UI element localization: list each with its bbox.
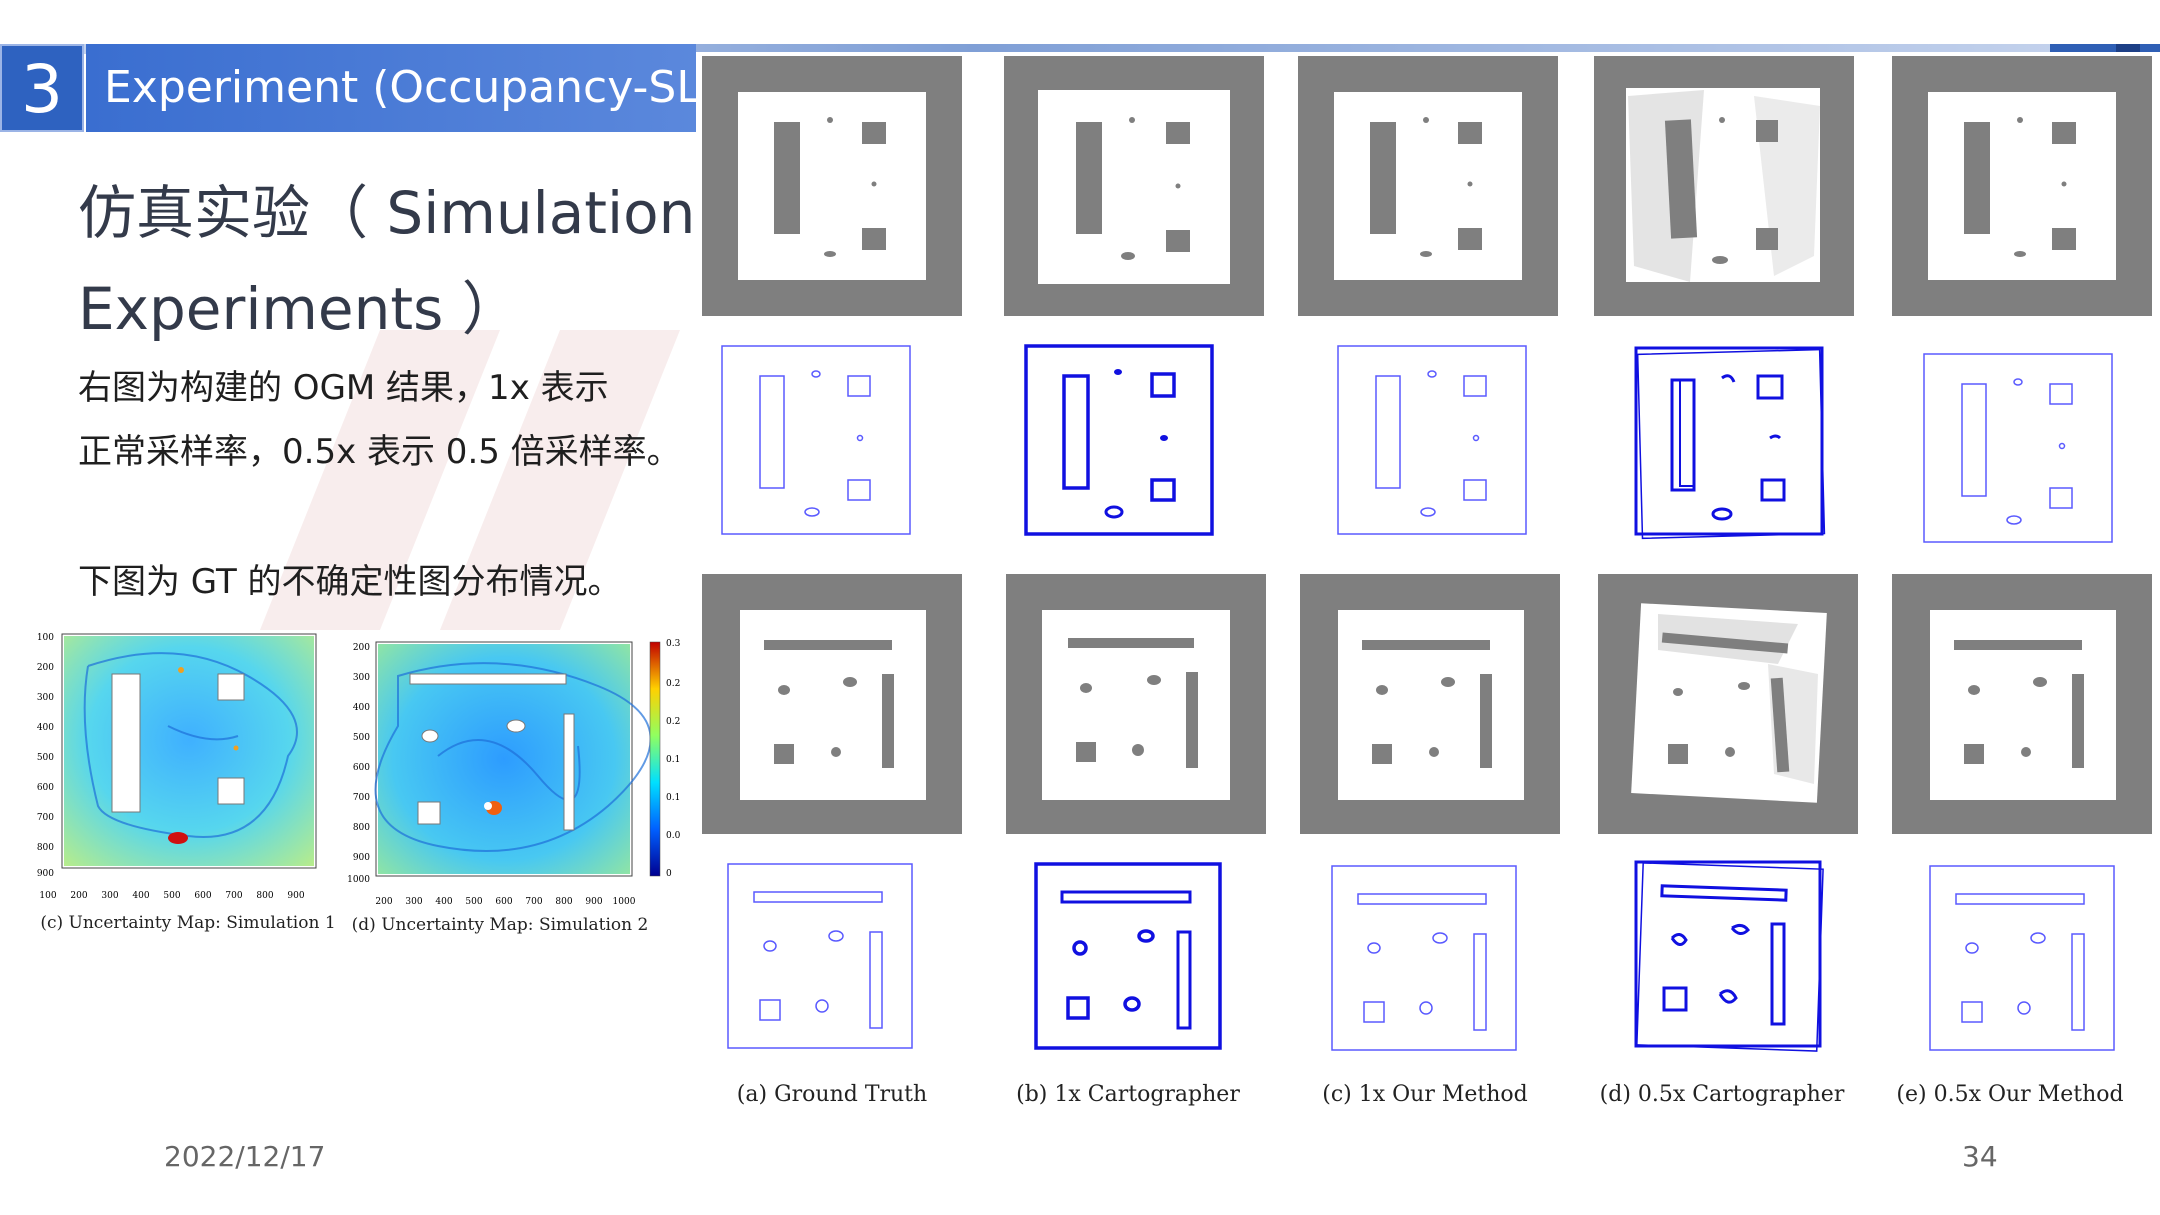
sim1-outline-map-cartographer-1x bbox=[1024, 344, 1214, 536]
sim1-gray-map-gt bbox=[702, 56, 962, 316]
map2-y-tick: 200 bbox=[353, 643, 370, 653]
sim1-gray-map-cartographer-1x bbox=[1004, 56, 1264, 316]
sim1-outline-map-our-method-05x bbox=[1923, 353, 2113, 543]
map1-y-tick: 900 bbox=[37, 869, 54, 879]
sim1-outline-map-our-method-1x bbox=[1337, 345, 1527, 535]
colorbar-tick: 0.2 bbox=[666, 717, 680, 727]
map2-y-tick: 400 bbox=[353, 703, 370, 713]
background-watermark bbox=[260, 330, 680, 630]
page-number: 34 bbox=[1962, 1140, 1998, 1173]
map2-y-tick: 500 bbox=[353, 733, 370, 743]
sim1-outline-map-gt bbox=[721, 345, 911, 535]
colorbar-tick: 0 bbox=[666, 869, 672, 879]
sim1-gray-map-cartographer-05x bbox=[1594, 56, 1854, 316]
map2-x-tick: 200 bbox=[375, 897, 392, 907]
sim2-outline-map-our-method-05x bbox=[1929, 865, 2115, 1051]
slide-heading-line1: 仿真实验（ Simulation bbox=[78, 179, 696, 247]
caption-our-method-1x: (c) 1x Our Method bbox=[1322, 1082, 1528, 1107]
map2-y-tick: 300 bbox=[353, 673, 370, 683]
map2-y-tick: 1000 bbox=[347, 875, 370, 885]
sim1-gray-map-our-method-1x bbox=[1298, 56, 1558, 316]
colorbar-tick: 0.15 bbox=[666, 755, 680, 765]
map2-x-tick: 400 bbox=[435, 897, 452, 907]
colorbar-tick: 0.3 bbox=[666, 639, 680, 649]
uncertainty-map-1 bbox=[61, 633, 317, 869]
map2-x-tick: 700 bbox=[525, 897, 542, 907]
map1-x-tick: 400 bbox=[132, 891, 149, 901]
map1-x-tick: 300 bbox=[101, 891, 118, 901]
map1-x-tick: 700 bbox=[225, 891, 242, 901]
map1-x-tick: 900 bbox=[287, 891, 304, 901]
colorbar-tick: 0.25 bbox=[666, 679, 680, 689]
sim2-gray-map-our-method-1x bbox=[1300, 574, 1560, 834]
description-line3: 下图为 GT 的不确定性图分布情况。 bbox=[78, 562, 622, 602]
map1-y-tick: 200 bbox=[37, 663, 54, 673]
slide-heading-line2: Experiments ） bbox=[78, 275, 520, 343]
map2-x-tick: 300 bbox=[405, 897, 422, 907]
sim2-gray-map-our-method-05x bbox=[1892, 574, 2152, 834]
caption-cartographer-1x: (b) 1x Cartographer bbox=[1016, 1082, 1240, 1107]
sim1-outline-map-cartographer-05x bbox=[1634, 346, 1826, 540]
slide-title: Experiment (Occupancy-SLAM) bbox=[104, 62, 788, 113]
map1-x-tick: 800 bbox=[256, 891, 273, 901]
map1-x-tick: 500 bbox=[163, 891, 180, 901]
sim1-gray-map-our-method-05x bbox=[1892, 56, 2152, 316]
footer-date: 2022/12/17 bbox=[164, 1140, 326, 1173]
sim2-outline-map-our-method-1x bbox=[1331, 865, 1517, 1051]
header-rule bbox=[0, 44, 2160, 54]
map2-x-tick: 900 bbox=[585, 897, 602, 907]
map1-x-tick: 100 bbox=[39, 891, 56, 901]
map1-y-tick: 700 bbox=[37, 813, 54, 823]
sim2-gray-map-gt bbox=[702, 574, 962, 834]
uncertainty-map-figure: 100 200 300 400 500 600 700 800 900 100 … bbox=[37, 633, 680, 935]
sim2-outline-map-cartographer-1x bbox=[1034, 862, 1222, 1050]
caption-our-method-05x: (e) 0.5x Our Method bbox=[1896, 1082, 2124, 1107]
ogm-results-figure: (a) Ground Truth (b) 1x Cartographer (c)… bbox=[696, 52, 2160, 1132]
map2-x-tick: 800 bbox=[555, 897, 572, 907]
sim2-outline-map-gt bbox=[727, 863, 913, 1049]
map1-x-tick: 600 bbox=[194, 891, 211, 901]
map2-x-tick: 500 bbox=[465, 897, 482, 907]
colorbar-tick: 0.05 bbox=[666, 831, 680, 841]
uncertainty-map-2 bbox=[374, 641, 652, 877]
uncertainty-map-1-caption: (c) Uncertainty Map: Simulation 1 bbox=[40, 913, 335, 933]
map2-y-tick: 900 bbox=[353, 853, 370, 863]
map1-y-tick: 400 bbox=[37, 723, 54, 733]
map2-x-tick: 600 bbox=[495, 897, 512, 907]
map1-y-tick: 800 bbox=[37, 843, 54, 853]
sim2-gray-map-cartographer-1x bbox=[1006, 574, 1266, 834]
sim2-gray-map-cartographer-05x bbox=[1598, 574, 1858, 834]
caption-ground-truth: (a) Ground Truth bbox=[736, 1082, 928, 1107]
description-line1: 右图为构建的 OGM 结果，1x 表示 bbox=[78, 368, 609, 408]
colorbar-tick: 0.1 bbox=[666, 793, 680, 803]
map1-y-tick: 500 bbox=[37, 753, 54, 763]
section-number: 3 bbox=[0, 44, 84, 132]
title-bar: Experiment (Occupancy-SLAM) bbox=[86, 44, 787, 132]
map1-y-tick: 100 bbox=[37, 633, 54, 643]
map1-y-tick: 300 bbox=[37, 693, 54, 703]
map1-x-tick: 200 bbox=[70, 891, 87, 901]
caption-cartographer-05x: (d) 0.5x Cartographer bbox=[1599, 1082, 1845, 1107]
map2-y-tick: 700 bbox=[353, 793, 370, 803]
uncertainty-map-2-caption: (d) Uncertainty Map: Simulation 2 bbox=[352, 915, 649, 935]
map1-y-tick: 600 bbox=[37, 783, 54, 793]
map2-y-tick: 800 bbox=[353, 823, 370, 833]
description-line2: 正常采样率，0.5x 表示 0.5 倍采样率。 bbox=[78, 432, 681, 472]
sim2-outline-map-cartographer-05x bbox=[1634, 860, 1824, 1052]
map2-y-tick: 600 bbox=[353, 763, 370, 773]
map2-x-tick: 1000 bbox=[613, 897, 636, 907]
